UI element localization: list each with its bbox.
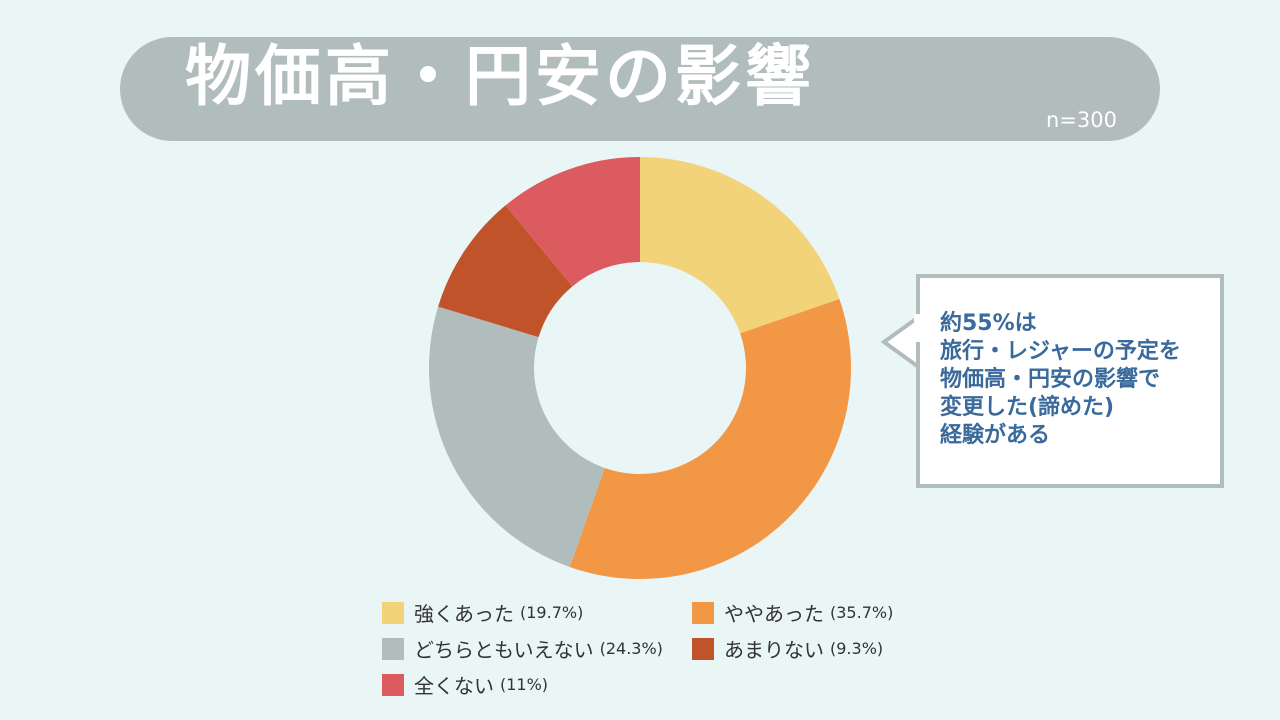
legend-label: 全くない bbox=[414, 674, 494, 698]
legend-label: 強くあった bbox=[414, 602, 514, 626]
legend-percent: (11%) bbox=[500, 675, 549, 694]
legend-percent: (24.3%) bbox=[599, 639, 663, 658]
legend-swatch bbox=[382, 637, 404, 660]
legend-swatch bbox=[692, 601, 714, 624]
callout-text: 約55%は 旅行・レジャーの予定を 物価高・円安の影響で 変更した(諦めた) 経… bbox=[940, 310, 1181, 450]
donut-slice-1 bbox=[640, 157, 840, 334]
donut-slice-2 bbox=[569, 299, 851, 580]
callout-line: 旅行・レジャーの予定を bbox=[940, 339, 1181, 364]
legend-item: 強くあった (19.7%) bbox=[382, 598, 583, 627]
callout-box: 約55%は 旅行・レジャーの予定を 物価高・円安の影響で 変更した(諦めた) 経… bbox=[916, 274, 1224, 488]
donut-slice-3 bbox=[429, 306, 605, 567]
donut-slice-4 bbox=[438, 205, 573, 338]
legend-item: どちらともいえない (24.3%) bbox=[382, 634, 663, 663]
legend-item: あまりない (9.3%) bbox=[692, 634, 883, 663]
legend-percent: (19.7%) bbox=[520, 603, 584, 622]
callout-line: 経験がある bbox=[940, 423, 1051, 448]
legend-swatch bbox=[382, 673, 404, 696]
legend-percent: (35.7%) bbox=[830, 603, 894, 622]
sample-size-label: n=300 bbox=[1046, 108, 1117, 132]
legend-swatch bbox=[692, 637, 714, 660]
legend-label: どちらともいえない bbox=[414, 638, 594, 662]
callout-tail-mask bbox=[914, 314, 922, 342]
donut-slice-5 bbox=[505, 157, 640, 287]
legend-item: ややあった (35.7%) bbox=[692, 598, 893, 627]
page-title: 物価高・円安の影響 bbox=[185, 38, 815, 115]
callout-line: 変更した(諦めた) bbox=[940, 395, 1115, 420]
title-banner bbox=[120, 37, 1160, 141]
legend-item: 全くない (11%) bbox=[382, 670, 548, 699]
legend-label: あまりない bbox=[724, 638, 824, 662]
callout-line: 約55%は bbox=[940, 311, 1037, 336]
callout-line: 物価高・円安の影響で bbox=[940, 367, 1161, 392]
legend-swatch bbox=[382, 601, 404, 624]
legend-label: ややあった bbox=[724, 602, 824, 626]
legend-percent: (9.3%) bbox=[830, 639, 884, 658]
